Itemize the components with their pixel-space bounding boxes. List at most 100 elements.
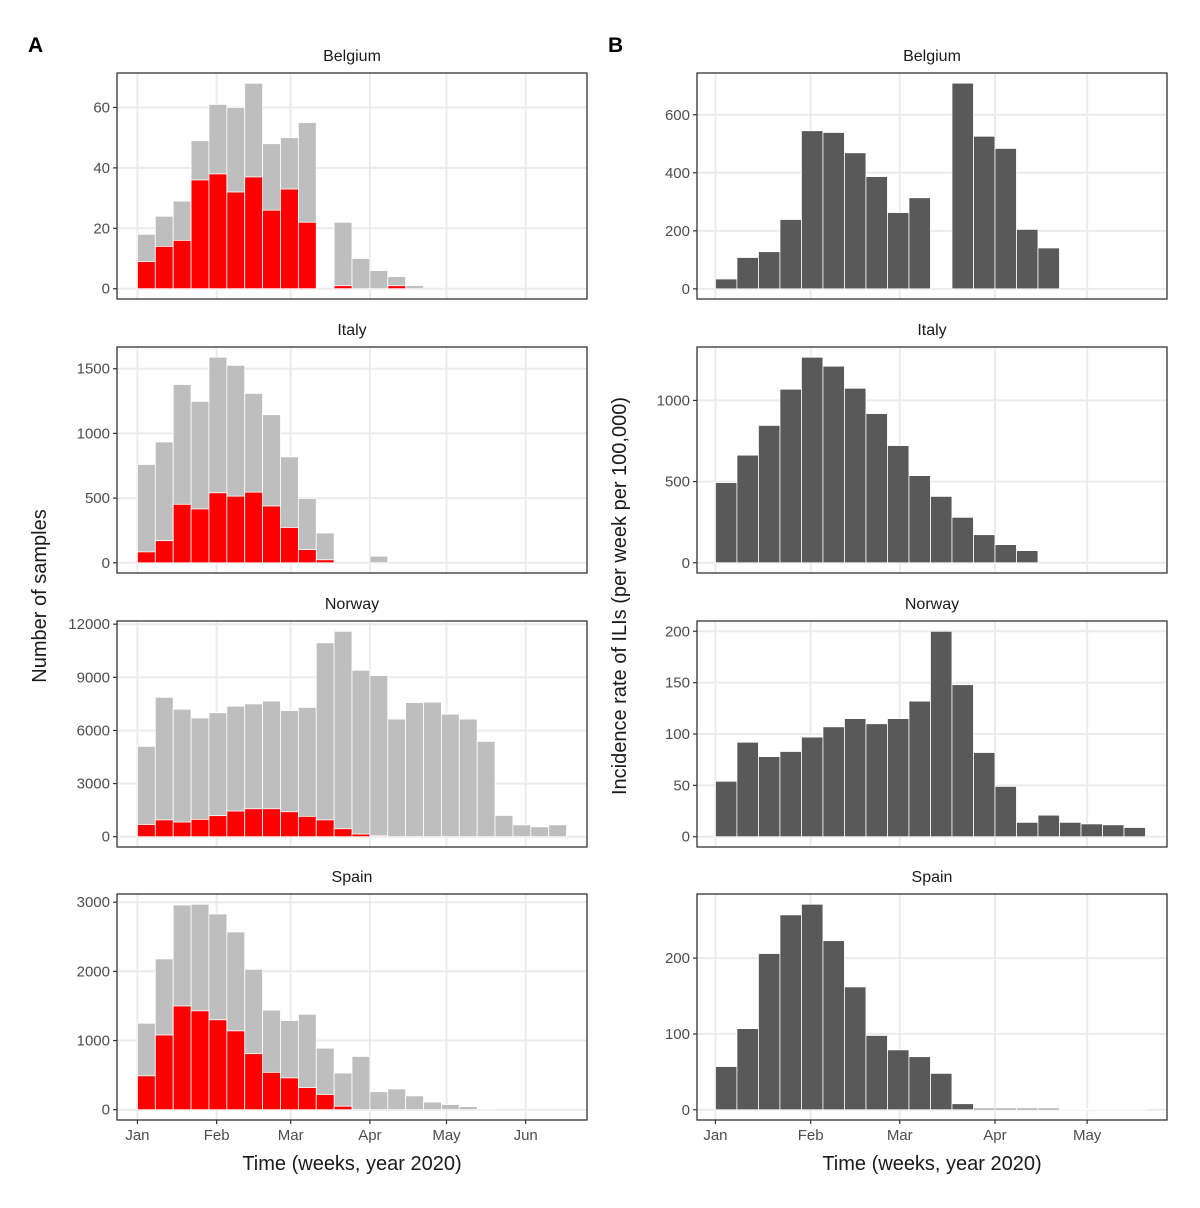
- bar-incidence: [973, 534, 996, 564]
- y-tick-label: 1000: [657, 392, 690, 409]
- facet-title: Spain: [912, 869, 953, 886]
- bar-incidence: [715, 278, 738, 290]
- bar-total-samples: [137, 745, 156, 838]
- bar-positive-samples: [315, 1094, 335, 1111]
- y-tick-label: 9000: [77, 669, 110, 686]
- y-tick-label: 1500: [77, 361, 110, 378]
- bar-incidence: [715, 780, 738, 838]
- bar-total-samples: [441, 713, 460, 838]
- bar-total-samples: [387, 1088, 407, 1111]
- bar-incidence: [736, 1028, 759, 1111]
- bar-incidence: [822, 726, 845, 838]
- bar-positive-samples: [333, 1105, 353, 1111]
- bar-total-samples: [137, 464, 156, 564]
- bar-total-samples: [458, 718, 478, 838]
- bar-incidence: [930, 630, 953, 838]
- bar-incidence: [1123, 1108, 1146, 1111]
- x-axis-title-b: Time (weeks, year 2020): [822, 1153, 1041, 1175]
- bar-incidence: [908, 475, 931, 564]
- bar-positive-samples: [333, 285, 353, 290]
- x-tick-label: Apr: [983, 1127, 1006, 1144]
- panel-border: [696, 346, 1168, 574]
- bar-positive-samples: [280, 188, 299, 290]
- y-tick-label: 50: [673, 777, 690, 794]
- bar-incidence: [1037, 1107, 1060, 1111]
- panel-border: [116, 346, 588, 574]
- bar-incidence: [930, 1072, 953, 1111]
- bar-positive-samples: [208, 173, 228, 290]
- bar-positive-samples: [190, 508, 210, 564]
- facet-a-italy: Italy 0 500 1000 1500: [77, 322, 588, 574]
- bar-positive-samples: [351, 833, 371, 838]
- y-tick-label: 2000: [77, 963, 110, 980]
- bar-positive-samples: [226, 810, 246, 838]
- bar-positive-samples: [172, 1005, 192, 1111]
- bar-positive-samples: [226, 191, 246, 290]
- bar-positive-samples: [137, 824, 156, 838]
- bar-incidence: [1080, 823, 1103, 838]
- y-tick-label: 100: [665, 726, 690, 743]
- y-tick-label: 3000: [77, 776, 110, 793]
- y-tick-label: 200: [665, 623, 690, 640]
- bar-total-samples: [476, 741, 496, 838]
- y-tick-label: 1000: [77, 425, 110, 442]
- bar-positive-samples: [208, 1019, 228, 1111]
- bar-total-samples: [423, 1101, 442, 1111]
- bar-total-samples: [405, 702, 424, 838]
- facet-title: Italy: [917, 322, 946, 339]
- bar-incidence: [951, 684, 974, 838]
- bar-incidence: [758, 953, 781, 1111]
- bar-incidence: [801, 736, 824, 838]
- facet-title: Belgium: [323, 48, 381, 65]
- bar-positive-samples: [226, 495, 246, 564]
- bar-incidence: [1102, 1108, 1125, 1111]
- bar-incidence: [779, 914, 802, 1111]
- y-tick-label: 0: [102, 1102, 110, 1119]
- bar-incidence: [844, 718, 867, 838]
- bar-total-samples: [548, 824, 567, 838]
- panel-border: [116, 893, 588, 1121]
- bar-positive-samples: [154, 540, 174, 564]
- bar-incidence: [844, 986, 867, 1111]
- bar-total-samples: [441, 1104, 460, 1111]
- bar-total-samples: [351, 1056, 371, 1111]
- bar-total-samples: [458, 1106, 478, 1111]
- y-tick-label: 1000: [77, 1033, 110, 1050]
- bar-incidence: [822, 365, 845, 564]
- bar-incidence: [865, 413, 888, 564]
- bar-positive-samples: [172, 821, 192, 838]
- bar-total-samples: [172, 708, 192, 838]
- x-tick-label: Jun: [514, 1127, 538, 1144]
- bar-total-samples: [351, 258, 371, 290]
- panel-border: [696, 893, 1168, 1121]
- x-tick-label: Mar: [887, 1127, 913, 1144]
- bar-positive-samples: [280, 527, 299, 564]
- bar-positive-samples: [244, 808, 263, 838]
- bar-total-samples: [405, 285, 424, 290]
- bar-incidence: [930, 495, 953, 564]
- bar-incidence: [1059, 1108, 1082, 1111]
- bar-incidence: [779, 388, 802, 564]
- bar-incidence: [1016, 1107, 1039, 1111]
- bar-total-samples: [369, 270, 389, 290]
- bar-incidence: [865, 176, 888, 290]
- bar-positive-samples: [369, 835, 389, 838]
- y-tick-label: 200: [665, 950, 690, 967]
- bar-incidence: [887, 212, 910, 290]
- y-tick-label: 600: [665, 107, 690, 124]
- bar-incidence: [1037, 247, 1060, 290]
- facet-a-belgium: Belgium 0 20 40 60: [93, 48, 588, 300]
- y-tick-label: 0: [102, 281, 110, 298]
- y-tick-label: 12000: [68, 616, 110, 633]
- bar-total-samples: [333, 1072, 353, 1111]
- bar-positive-samples: [315, 559, 335, 564]
- bar-incidence: [1037, 814, 1060, 838]
- bar-positive-samples: [297, 1087, 317, 1111]
- bar-incidence: [822, 132, 845, 290]
- bar-incidence: [844, 152, 867, 290]
- bar-incidence: [1059, 821, 1082, 838]
- bar-positive-samples: [297, 549, 317, 564]
- bar-positive-samples: [244, 1053, 263, 1111]
- bar-total-samples: [333, 630, 353, 838]
